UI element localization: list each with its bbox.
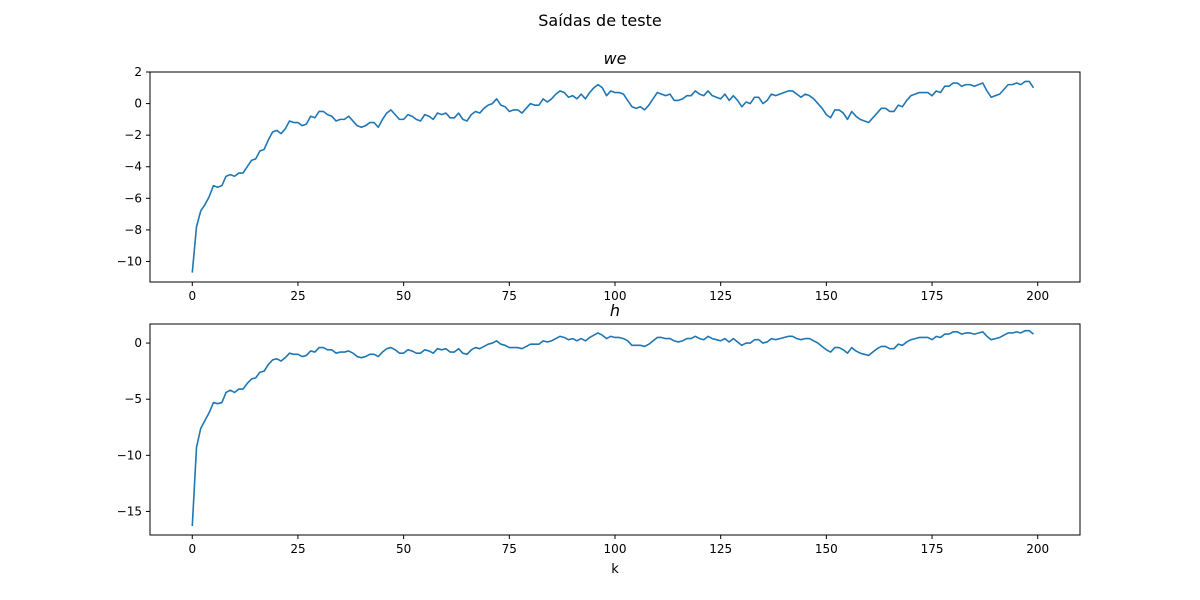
x-tick-label: 125 <box>709 289 732 303</box>
x-tick-label: 0 <box>188 289 196 303</box>
series-line-1-0 <box>191 329 1034 527</box>
x-tick-label: 200 <box>1026 289 1049 303</box>
x-axis-label: k <box>611 562 619 577</box>
subplot-title: h <box>610 301 620 320</box>
y-tick-label: −2 <box>124 128 142 142</box>
x-tick-label: 50 <box>396 289 411 303</box>
x-tick-label: 150 <box>815 542 838 556</box>
y-tick-label: 0 <box>134 336 142 350</box>
subplot-we: 0 25 50 75 100 125 150 175 200 −10 −8 −6 −4 −2 0 2 we <box>117 49 1081 303</box>
x-tick-label: 125 <box>709 542 732 556</box>
y-tick-label: 0 <box>134 97 142 111</box>
y-tick-label: −4 <box>124 160 142 174</box>
x-tick-label: 100 <box>604 542 627 556</box>
y-tick-label: −10 <box>117 254 142 268</box>
subplot-title: we <box>604 49 627 68</box>
y-tick-label: 2 <box>134 65 142 79</box>
x-tick-label: 75 <box>502 289 517 303</box>
y-tick-label: −5 <box>124 392 142 406</box>
x-tick-label: 75 <box>502 542 517 556</box>
x-tick-label: 200 <box>1026 542 1049 556</box>
y-tick-label: −10 <box>117 448 142 462</box>
x-tick-label: 175 <box>921 542 944 556</box>
x-tick-label: 150 <box>815 289 838 303</box>
x-tick-label: 0 <box>188 542 196 556</box>
subplot-h: 0 25 50 75 100 125 150 175 200 −15 −10 −5 0 h k <box>117 301 1081 577</box>
axes-frame <box>149 71 1081 283</box>
x-tick-label: 25 <box>290 289 305 303</box>
y-tick-label: −15 <box>117 504 142 518</box>
axes-frame <box>149 323 1081 536</box>
y-tick-label: −6 <box>124 191 142 205</box>
y-tick-label: −8 <box>124 223 142 237</box>
x-tick-label: 25 <box>290 542 305 556</box>
figure-suptitle: Saídas de teste <box>538 11 661 30</box>
x-tick-label: 175 <box>921 289 944 303</box>
x-tick-label: 50 <box>396 542 411 556</box>
series-line-0-0 <box>191 80 1035 273</box>
x-tick-label: 100 <box>604 289 627 303</box>
